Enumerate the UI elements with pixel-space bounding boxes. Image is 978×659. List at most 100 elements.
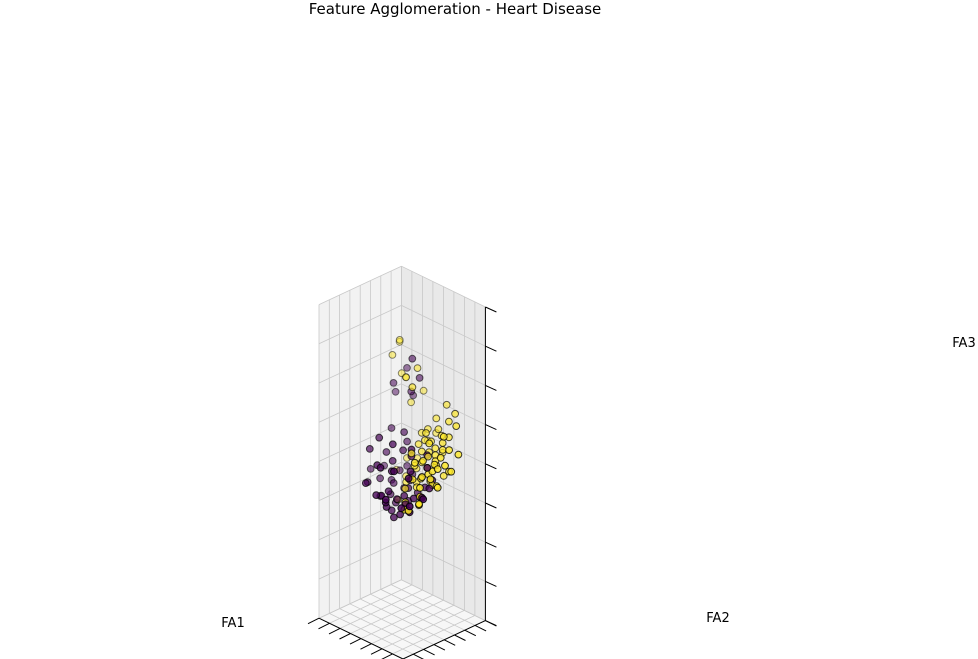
left-pane-grid-line [318, 422, 402, 462]
floor-grid-line [360, 598, 445, 641]
data-point-class-1 [414, 440, 423, 449]
x-axis-tick [349, 638, 362, 645]
data-point-class-1 [441, 461, 449, 470]
data-point-class-1 [401, 484, 410, 493]
data-point-class-1 [438, 439, 447, 447]
y-axis-tick [433, 644, 446, 651]
data-point-class-0 [400, 492, 409, 500]
data-point-class-1 [407, 398, 416, 407]
data-point-class-0 [406, 467, 415, 476]
data-point-class-0 [399, 446, 408, 455]
data-point-class-1 [445, 417, 453, 426]
z-axis-tick [485, 580, 497, 587]
data-point-class-0 [389, 379, 398, 387]
z-axis-tick [485, 345, 497, 352]
left-pane-grid-line [318, 265, 402, 305]
data-point-class-1 [434, 425, 443, 434]
data-point-class-0 [403, 364, 411, 372]
data-point-class-0 [381, 495, 390, 504]
scatter-points [361, 336, 463, 522]
data-point-class-0 [419, 495, 428, 504]
floor-grid-line [350, 594, 434, 634]
data-point-class-0 [391, 387, 400, 396]
data-point-class-0 [366, 465, 375, 473]
x-axis-tick [328, 627, 341, 635]
data-point-class-1 [402, 373, 411, 382]
data-point-class-1 [422, 429, 430, 437]
y-axis-tick [413, 653, 425, 659]
x-axis-tick [318, 622, 330, 630]
data-point-class-0 [390, 513, 398, 522]
floor-grid-line [339, 589, 423, 629]
data-point-class-0 [408, 354, 417, 363]
data-point-class-1 [433, 483, 442, 492]
data-point-class-1 [419, 386, 428, 395]
data-point-class-0 [372, 491, 381, 500]
data-point-class-0 [382, 448, 391, 456]
data-point-class-1 [445, 446, 454, 455]
floor-grid-line [329, 584, 413, 624]
data-point-class-0 [393, 495, 401, 504]
data-point-class-0 [388, 457, 397, 465]
y-axis-tick [464, 629, 477, 637]
data-point-class-1 [408, 383, 417, 392]
data-point-class-1 [438, 446, 447, 454]
z-axis-tick [485, 424, 497, 431]
data-point-class-0 [365, 445, 374, 453]
axis-lines [307, 306, 497, 659]
data-point-class-0 [425, 484, 434, 493]
data-point-class-1 [417, 447, 426, 456]
data-point-class-0 [397, 504, 406, 513]
z-axis-tick [485, 463, 497, 470]
data-point-class-1 [447, 467, 456, 476]
y-axis-tick [443, 639, 456, 646]
data-point-class-0 [403, 462, 412, 470]
floor-grid-line [401, 579, 486, 621]
data-point-class-1 [388, 351, 397, 359]
floor-grid-line [390, 584, 476, 626]
data-point-class-0 [375, 433, 384, 442]
data-point-class-1 [416, 484, 424, 492]
z-axis-tick [485, 384, 497, 391]
left-pane-grid-line [318, 383, 402, 423]
data-point-class-1 [431, 444, 440, 453]
data-point-class-0 [388, 440, 397, 449]
x-axis-tick [307, 617, 320, 625]
z-axis-label: FA3 [952, 336, 975, 351]
x-axis-tick [381, 653, 393, 659]
floor-grid-line [380, 589, 465, 631]
data-point-class-0 [361, 479, 370, 488]
right-pane-grid-line [401, 305, 486, 347]
data-point-class-0 [390, 467, 398, 476]
data-point-class-0 [403, 437, 412, 446]
data-point-class-0 [404, 474, 413, 483]
x-axis-tick [339, 633, 351, 640]
data-point-class-1 [433, 465, 442, 474]
y-axis-tick [474, 624, 487, 632]
y-axis-tick [423, 648, 435, 656]
data-point-class-1 [432, 414, 441, 423]
chart-title: Feature Agglomeration - Heart Disease [309, 0, 602, 18]
right-pane-grid-line [401, 344, 486, 386]
data-point-class-0 [389, 479, 398, 487]
data-point-class-1 [426, 475, 435, 484]
left-pane-grid-line [318, 344, 402, 384]
y-axis-label: FA2 [706, 611, 729, 626]
data-point-class-1 [439, 472, 448, 480]
data-point-class-1 [410, 458, 419, 467]
y-axis-tick [454, 634, 466, 641]
data-point-class-1 [442, 400, 451, 409]
z-axis-tick [485, 541, 497, 548]
data-point-class-1 [452, 422, 461, 431]
data-point-class-1 [418, 473, 426, 482]
data-point-class-0 [387, 424, 396, 432]
data-point-class-0 [400, 428, 409, 437]
right-pane-grid-line [401, 265, 486, 308]
data-point-class-0 [384, 487, 393, 496]
data-point-class-1 [395, 336, 404, 344]
data-point-class-0 [423, 464, 432, 472]
data-point-class-1 [439, 432, 448, 441]
y-axis-tick [485, 620, 497, 627]
x-axis-tick [370, 648, 383, 655]
